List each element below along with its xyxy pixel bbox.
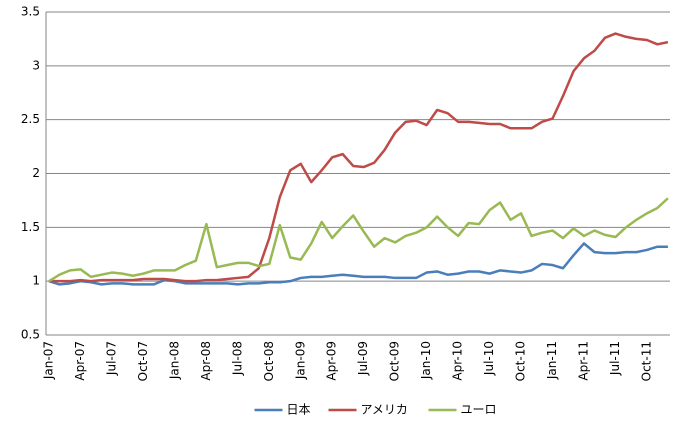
x-tick-label: Jan-08 (167, 341, 181, 380)
x-tick-label: Oct-09 (388, 341, 402, 381)
x-tick-label: Jul-08 (230, 341, 244, 376)
x-tick-label: Jul-09 (356, 341, 370, 376)
x-tick-label: Jul-11 (608, 341, 622, 376)
y-tick-label: 2 (32, 166, 40, 180)
y-tick-label: 0.5 (21, 328, 40, 342)
x-tick-label: Jan-09 (293, 341, 307, 380)
x-tick-label: Oct-11 (639, 341, 653, 381)
legend-label: ユーロ (461, 403, 497, 417)
x-tick-label: Jan-10 (419, 341, 433, 380)
x-tick-label: Apr-10 (451, 341, 465, 381)
series-line (49, 32, 669, 283)
x-tick-label: Apr-08 (199, 341, 213, 381)
legend-label: アメリカ (361, 403, 408, 417)
x-tick-label: Apr-11 (576, 341, 590, 381)
x-tick-label: Apr-07 (73, 341, 87, 381)
x-tick-label: Jul-07 (104, 341, 118, 376)
series-line (48, 197, 669, 283)
x-tick-label: Apr-09 (325, 341, 339, 381)
y-tick-label: 1.5 (21, 220, 40, 234)
x-tick-label: Oct-10 (514, 341, 528, 381)
x-tick-label: Oct-07 (136, 341, 150, 381)
x-tick-label: Jul-10 (482, 341, 496, 376)
x-tick-label: Jan-11 (545, 341, 559, 380)
series-line (48, 242, 668, 286)
y-tick-label: 2.5 (21, 112, 40, 126)
y-tick-label: 3.5 (21, 5, 40, 19)
y-tick-label: 3 (32, 58, 40, 72)
x-tick-label: Oct-08 (262, 341, 276, 381)
x-tick-label: Jan-07 (42, 341, 56, 380)
y-tick-label: 1 (32, 274, 40, 288)
legend-label: 日本 (287, 403, 311, 417)
